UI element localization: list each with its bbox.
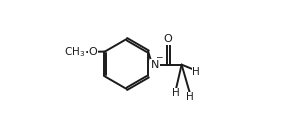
Text: H: H (192, 67, 200, 77)
Text: H: H (186, 92, 194, 102)
Text: N: N (151, 60, 159, 70)
Text: −: − (155, 52, 163, 61)
Text: CH$_3$: CH$_3$ (64, 45, 85, 59)
Text: O: O (88, 47, 97, 57)
Text: O: O (164, 34, 173, 44)
Text: H: H (172, 88, 180, 98)
